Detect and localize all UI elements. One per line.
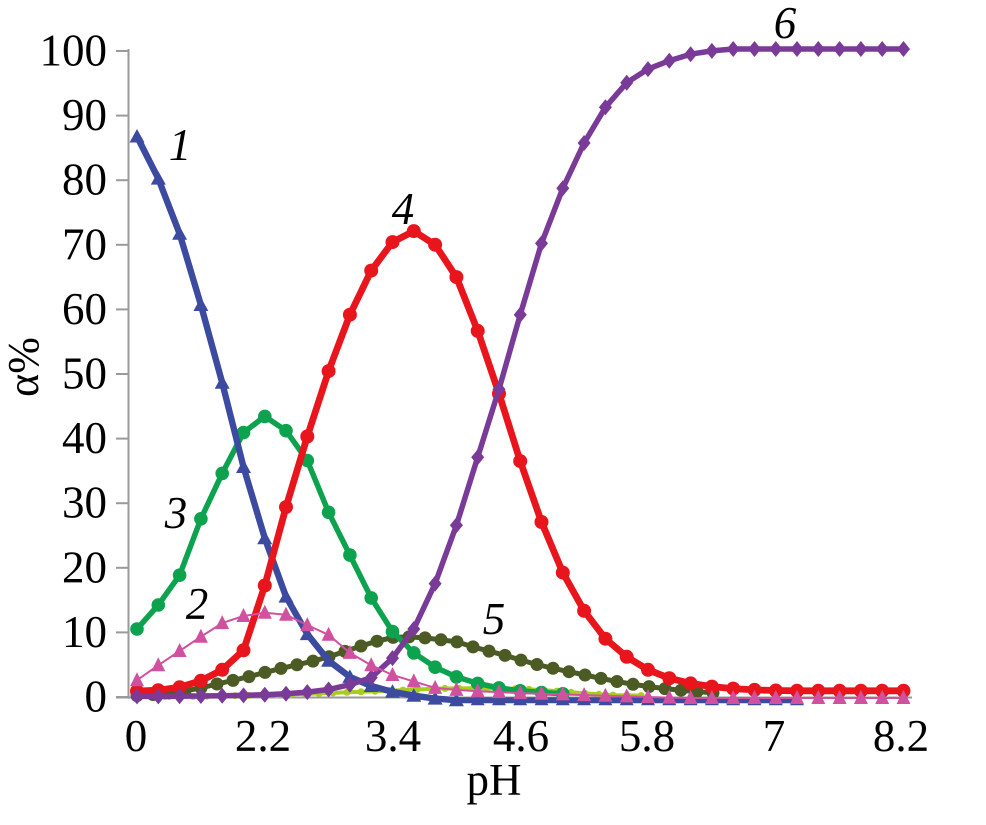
svg-text:70: 70 [62, 219, 107, 269]
svg-text:3.4: 3.4 [365, 711, 421, 761]
svg-text:40: 40 [62, 413, 107, 463]
svg-text:30: 30 [62, 478, 107, 528]
svg-text:α%: α% [0, 337, 48, 397]
svg-text:100: 100 [40, 26, 108, 76]
svg-text:2.2: 2.2 [235, 711, 291, 761]
svg-text:60: 60 [62, 284, 107, 334]
svg-text:80: 80 [62, 155, 107, 205]
svg-text:5: 5 [483, 594, 506, 644]
svg-text:10: 10 [62, 607, 107, 657]
svg-text:1: 1 [169, 120, 192, 170]
svg-text:0: 0 [125, 711, 148, 761]
svg-text:pH: pH [467, 755, 522, 805]
svg-text:3: 3 [164, 488, 188, 538]
svg-text:90: 90 [62, 90, 107, 140]
svg-text:4: 4 [392, 184, 415, 234]
svg-text:50: 50 [62, 349, 107, 399]
svg-text:20: 20 [62, 542, 107, 592]
svg-text:4.6: 4.6 [493, 711, 549, 761]
svg-text:5.8: 5.8 [619, 711, 675, 761]
svg-text:6: 6 [774, 0, 797, 48]
svg-text:8.2: 8.2 [873, 711, 929, 761]
svg-text:0: 0 [85, 672, 108, 722]
svg-text:2: 2 [186, 579, 209, 629]
svg-text:7: 7 [763, 711, 786, 761]
